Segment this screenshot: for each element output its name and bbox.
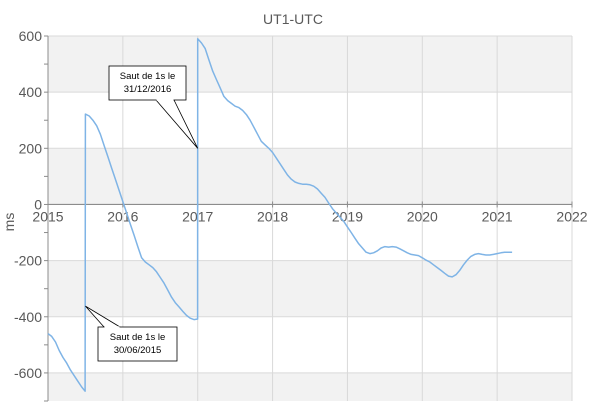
x-tick-label: 2021: [482, 208, 513, 224]
callout-text: Saut de 1s le: [110, 332, 165, 343]
chart-title: UT1-UTC: [263, 11, 323, 27]
y-tick-label: -400: [14, 309, 42, 325]
x-tick-label: 2022: [556, 208, 587, 224]
y-tick-label: 600: [19, 28, 43, 44]
x-tick-label: 2015: [32, 208, 63, 224]
callout-box: [97, 326, 178, 362]
y-tick-labels: 600 400 200 0 -200 -400 -600: [14, 28, 48, 402]
y-tick-label: -200: [14, 253, 42, 269]
series-line: [47, 38, 513, 392]
alternating-bands: [48, 36, 572, 401]
annotation-callouts: Saut de 1s le 31/12/2016 Saut de 1s le 30/0…: [85, 65, 199, 362]
x-tick-label: 2019: [332, 208, 363, 224]
y-tick-label: 0: [34, 196, 42, 212]
y-tick-label: 400: [19, 84, 43, 100]
x-tick-label: 2020: [407, 208, 438, 224]
callout-pointer: [155, 99, 199, 149]
y-tick-label: 200: [19, 140, 43, 156]
x-tick-label: 2018: [257, 208, 288, 224]
callout-text: 30/06/2015: [114, 345, 162, 356]
gridlines: [47, 35, 573, 401]
y-axis-label: ms: [1, 213, 17, 232]
y-tick-label: -600: [14, 365, 42, 381]
callout-text: Saut de 1s le: [120, 71, 175, 82]
grid-band: [48, 148, 572, 205]
callout-box: [108, 65, 187, 101]
x-tick-label: 2016: [107, 208, 138, 224]
grid-band: [48, 372, 572, 401]
grid-band: [48, 260, 572, 317]
callout-text: 31/12/2016: [124, 84, 172, 95]
